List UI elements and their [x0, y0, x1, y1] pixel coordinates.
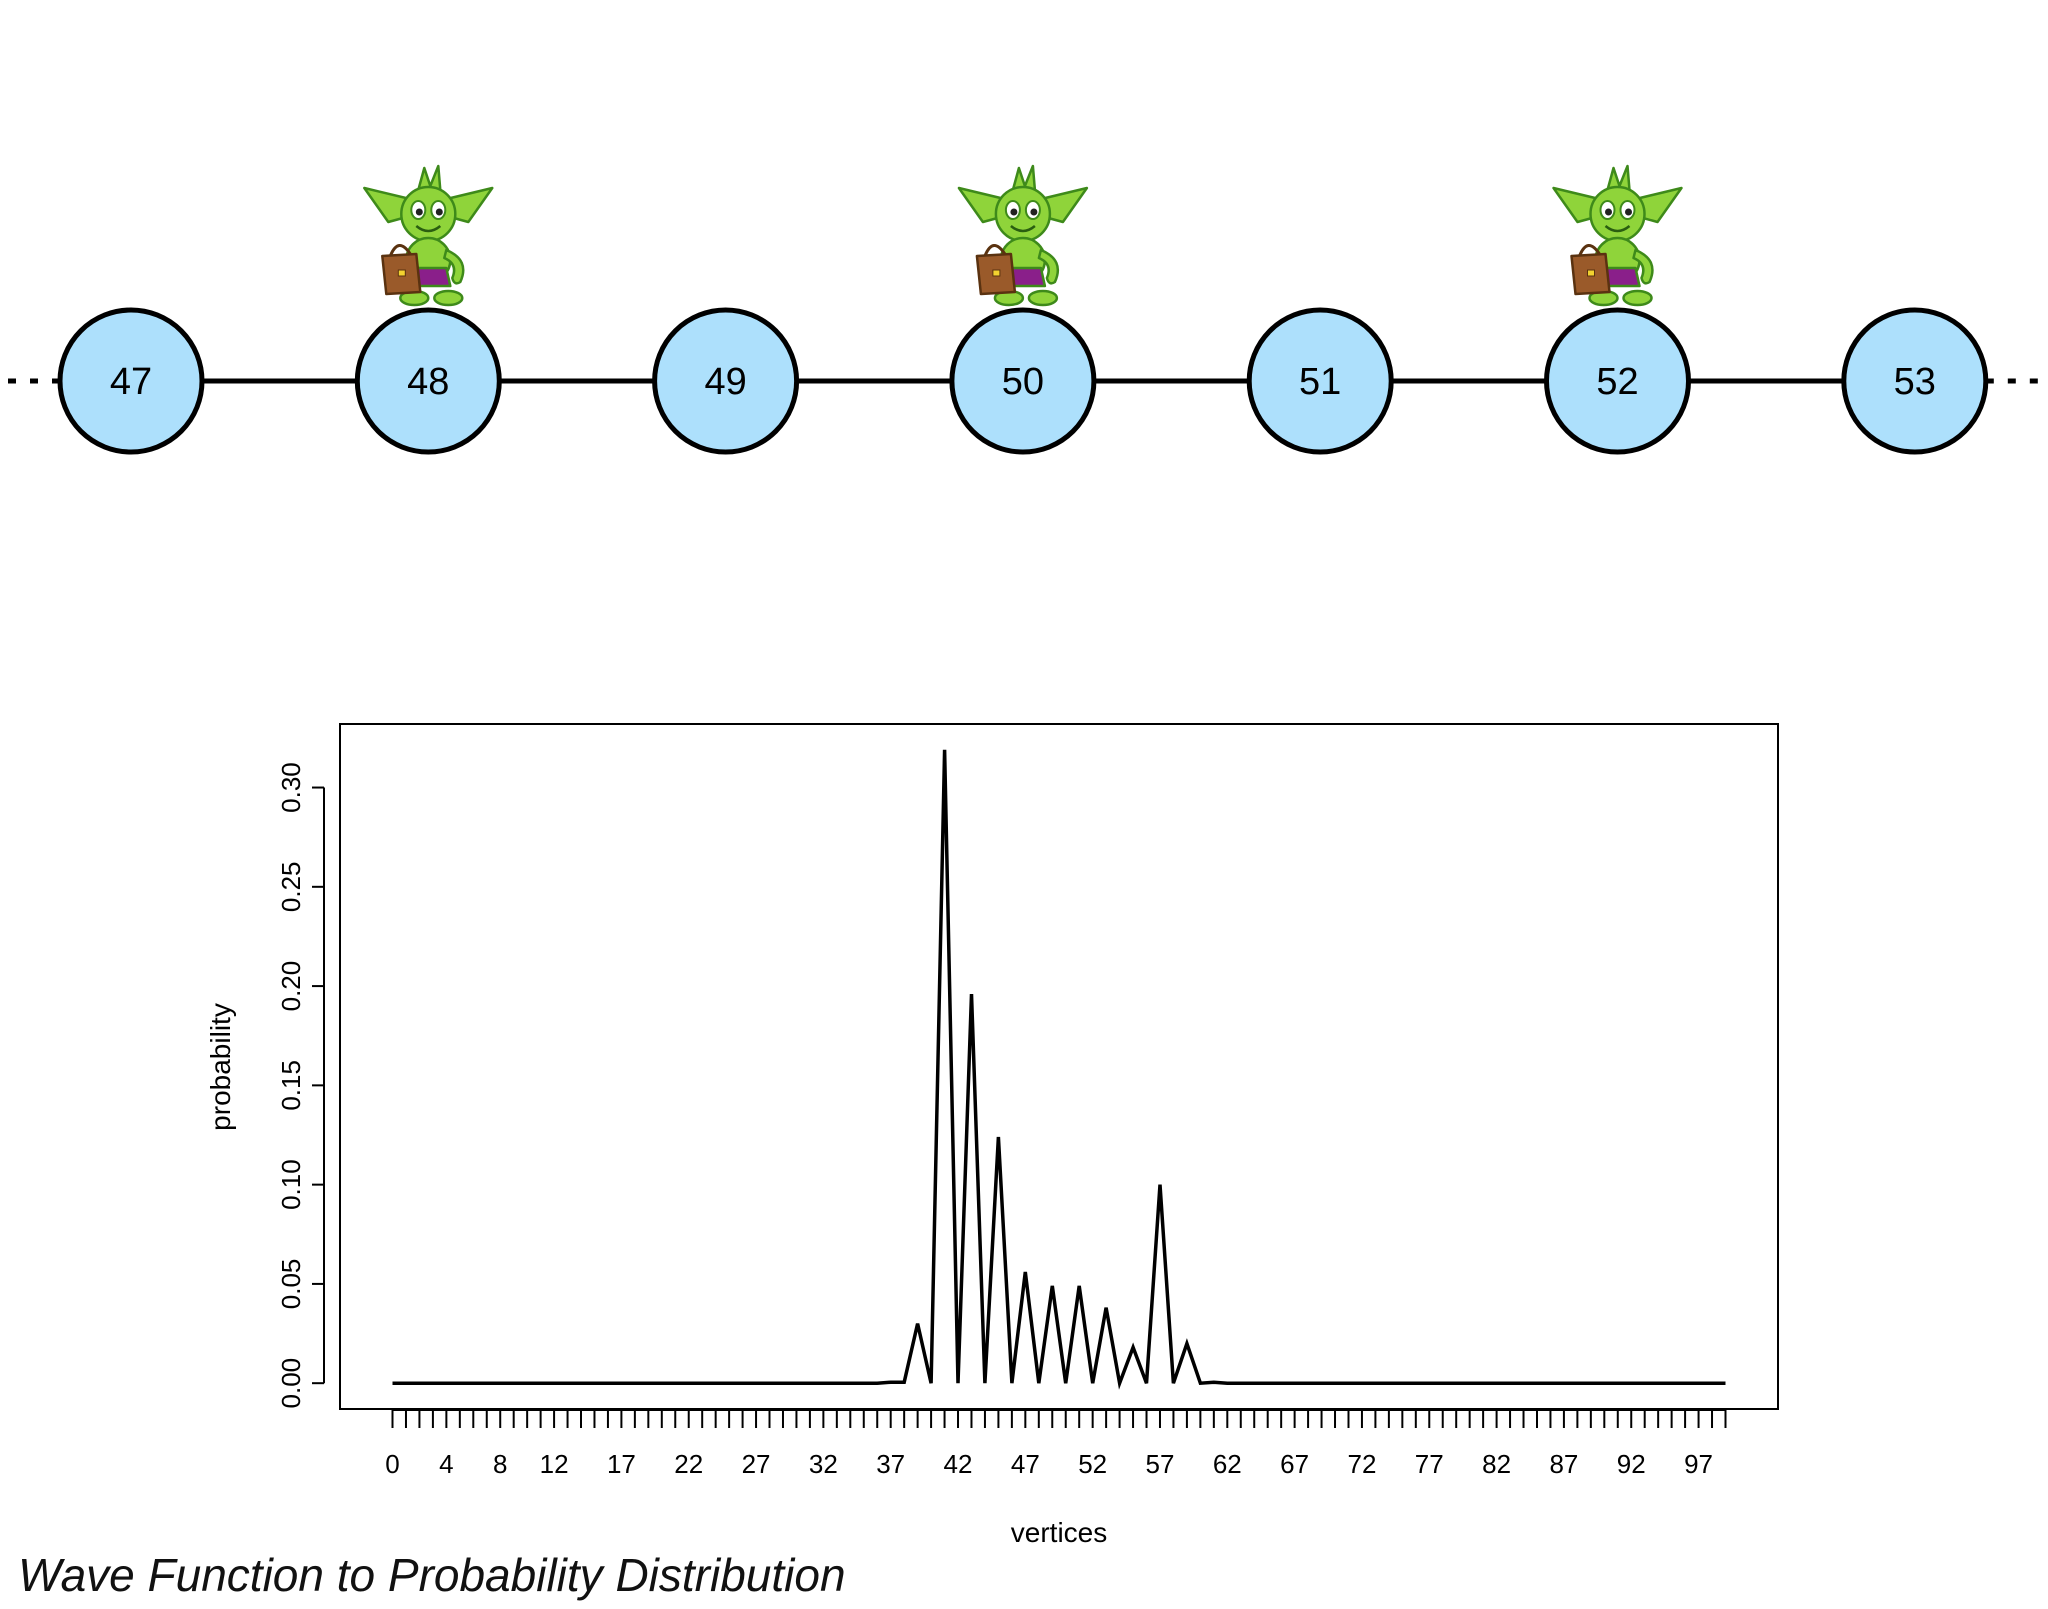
vertex-48: 48	[354, 307, 502, 455]
vertex-circle	[1841, 307, 1989, 455]
vertex-label: 50	[1002, 361, 1044, 403]
x-tick-label: 82	[1482, 1449, 1511, 1479]
vertex-label: 49	[704, 361, 746, 403]
vertex-label: 51	[1299, 361, 1341, 403]
x-tick-label: 62	[1213, 1449, 1242, 1479]
vertex-label: 52	[1596, 361, 1638, 403]
y-tick-label: 0.20	[276, 961, 306, 1012]
x-tick-label: 12	[540, 1449, 569, 1479]
goblin-icon	[957, 164, 1089, 307]
y-tick-label: 0.10	[276, 1159, 306, 1210]
y-tick-label: 0.05	[276, 1259, 306, 1310]
path-graph: 47 48 49 50 51 52 53	[8, 164, 2040, 455]
figure-caption: Wave Function to Probability Distributio…	[18, 1549, 846, 1601]
x-axis: 0 4 8 12 17 22 27 32 37 42 47 52 57 62 67 72 77 82 87 92 97	[385, 1409, 1727, 1479]
series	[392, 749, 1726, 1390]
x-tick-label: 72	[1347, 1449, 1376, 1479]
x-tick-label: 92	[1617, 1449, 1646, 1479]
probability-line	[392, 749, 1726, 1390]
x-tick-label: 22	[674, 1449, 703, 1479]
x-tick-label: 32	[809, 1449, 838, 1479]
x-tick-label: 77	[1415, 1449, 1444, 1479]
x-tick-label: 87	[1549, 1449, 1578, 1479]
plot-frame	[339, 723, 1779, 1410]
vertex-49: 49	[652, 307, 800, 455]
x-tick-label: 0	[385, 1449, 399, 1479]
x-axis-label: vertices	[1011, 1517, 1107, 1548]
vertex-47: 47	[57, 307, 205, 455]
x-tick-label: 17	[607, 1449, 636, 1479]
goblins	[363, 164, 1683, 307]
x-tick-label: 27	[742, 1449, 771, 1479]
x-tick-label: 52	[1078, 1449, 1107, 1479]
x-tick-label: 67	[1280, 1449, 1309, 1479]
y-tick-label: 0.00	[276, 1358, 306, 1409]
y-axis-label: probability	[205, 1003, 236, 1131]
vertex-label: 53	[1894, 361, 1936, 403]
vertex-circle	[1246, 307, 1394, 455]
vertex-label: 48	[407, 361, 449, 403]
vertex-circle	[354, 307, 502, 455]
x-tick-label: 47	[1011, 1449, 1040, 1479]
vertex-52: 52	[1544, 307, 1691, 455]
y-tick-label: 0.15	[276, 1060, 306, 1111]
x-tick-label: 37	[876, 1449, 905, 1479]
vertex-circle	[57, 307, 205, 455]
x-tick-label: 57	[1146, 1449, 1175, 1479]
vertex-circle	[652, 307, 800, 455]
vertex-circle	[1544, 307, 1691, 455]
x-tick-label: 42	[944, 1449, 973, 1479]
y-axis: 0.00 0.05 0.10 0.15 0.20 0.25 0.30	[276, 762, 325, 1409]
vertex-label: 47	[110, 361, 152, 403]
vertex-50: 50	[949, 307, 1097, 455]
x-tick-label: 8	[493, 1449, 507, 1479]
vertex-circle	[949, 307, 1097, 455]
x-tick-label: 4	[439, 1449, 453, 1479]
graph-vertices: 47 48 49 50 51 52 53	[57, 307, 1989, 455]
vertex-51: 51	[1246, 307, 1394, 455]
goblin-icon	[363, 164, 494, 307]
x-tick-label: 97	[1684, 1449, 1713, 1479]
y-tick-label: 0.30	[276, 762, 306, 813]
goblin-icon	[1552, 164, 1683, 307]
vertex-53: 53	[1841, 307, 1989, 455]
y-tick-label: 0.25	[276, 862, 306, 913]
